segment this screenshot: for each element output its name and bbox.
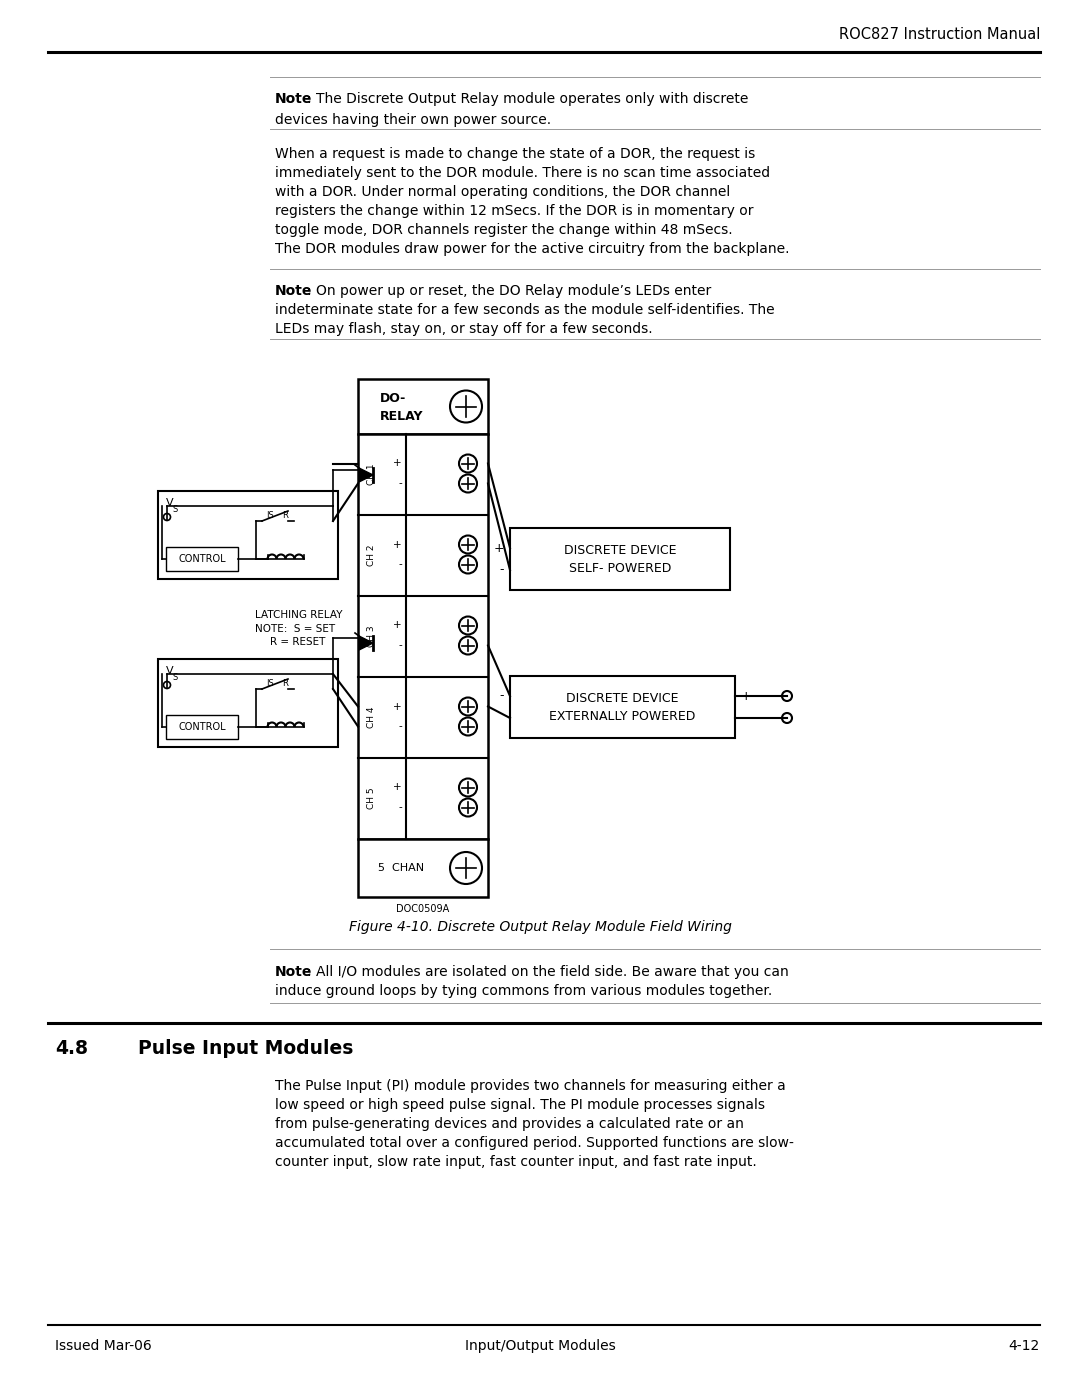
Text: The DOR modules draw power for the active circuitry from the backplane.: The DOR modules draw power for the activ…: [275, 242, 789, 256]
Text: DISCRETE DEVICE: DISCRETE DEVICE: [564, 543, 676, 556]
Text: Figure 4-10. Discrete Output Relay Module Field Wiring: Figure 4-10. Discrete Output Relay Modul…: [349, 921, 731, 935]
Text: RELAY: RELAY: [380, 409, 423, 423]
Text: +: +: [393, 782, 402, 792]
Text: SELF- POWERED: SELF- POWERED: [569, 562, 671, 574]
Text: CH 3: CH 3: [367, 626, 377, 647]
Text: Note: Note: [275, 965, 312, 979]
Text: -: -: [499, 690, 504, 703]
Text: 5  CHAN: 5 CHAN: [378, 863, 424, 873]
Bar: [166, 715, 238, 739]
Bar: [357, 434, 488, 840]
Text: toggle mode, DOR channels register the change within 48 mSecs.: toggle mode, DOR channels register the c…: [275, 224, 732, 237]
Text: 4.8: 4.8: [55, 1039, 87, 1058]
Text: +: +: [393, 458, 402, 468]
Text: : All I/O modules are isolated on the field side. Be aware that you can: : All I/O modules are isolated on the fi…: [307, 965, 788, 979]
Bar: [510, 528, 730, 590]
Text: Note: Note: [275, 284, 312, 298]
Text: NOTE:  S = SET: NOTE: S = SET: [255, 624, 335, 634]
Text: V: V: [166, 666, 174, 676]
Text: -: -: [399, 802, 402, 813]
Text: Input/Output Modules: Input/Output Modules: [464, 1338, 616, 1354]
Text: -: -: [499, 563, 504, 577]
Bar: [357, 840, 488, 897]
Text: +: +: [494, 542, 504, 555]
Text: devices having their own power source.: devices having their own power source.: [275, 113, 551, 127]
Text: Note: Note: [275, 92, 312, 106]
Text: R: R: [282, 679, 288, 687]
Text: ROC827 Instruction Manual: ROC827 Instruction Manual: [839, 27, 1040, 42]
Text: DISCRETE DEVICE: DISCRETE DEVICE: [566, 692, 678, 704]
Text: 4-12: 4-12: [1009, 1338, 1040, 1354]
Text: LATCHING RELAY: LATCHING RELAY: [255, 610, 342, 620]
Text: induce ground loops by tying commons from various modules together.: induce ground loops by tying commons fro…: [275, 983, 772, 997]
Text: CONTROL: CONTROL: [178, 722, 226, 732]
Bar: [158, 659, 338, 747]
Text: -: -: [399, 721, 402, 732]
Text: CH 1: CH 1: [367, 464, 377, 485]
Bar: [158, 490, 338, 578]
Text: CH 2: CH 2: [367, 545, 377, 566]
Text: : On power up or reset, the DO Relay module’s LEDs enter: : On power up or reset, the DO Relay mod…: [307, 284, 712, 298]
Text: immediately sent to the DOR module. There is no scan time associated: immediately sent to the DOR module. Ther…: [275, 166, 770, 180]
Text: Pulse Input Modules: Pulse Input Modules: [138, 1039, 353, 1058]
Bar: [357, 379, 488, 434]
Text: R = RESET: R = RESET: [270, 637, 325, 647]
Text: S: S: [173, 504, 177, 514]
Text: EXTERNALLY POWERED: EXTERNALLY POWERED: [550, 710, 696, 722]
Text: IS: IS: [266, 510, 273, 520]
Text: LEDs may flash, stay on, or stay off for a few seconds.: LEDs may flash, stay on, or stay off for…: [275, 321, 652, 337]
Text: S: S: [173, 672, 177, 682]
Text: -: -: [399, 560, 402, 570]
Text: +: +: [393, 539, 402, 549]
Text: : The Discrete Output Relay module operates only with discrete: : The Discrete Output Relay module opera…: [307, 92, 748, 106]
Polygon shape: [359, 468, 373, 482]
Text: R: R: [282, 510, 288, 520]
Bar: [166, 548, 238, 571]
Text: with a DOR. Under normal operating conditions, the DOR channel: with a DOR. Under normal operating condi…: [275, 184, 730, 198]
Polygon shape: [359, 636, 373, 650]
Text: DO-: DO-: [380, 393, 406, 405]
Text: Issued Mar-06: Issued Mar-06: [55, 1338, 152, 1354]
Text: +: +: [393, 620, 402, 630]
Text: IS: IS: [266, 679, 273, 687]
Text: The Pulse Input (PI) module provides two channels for measuring either a: The Pulse Input (PI) module provides two…: [275, 1078, 786, 1092]
Text: -: -: [399, 479, 402, 489]
Text: CH 5: CH 5: [367, 788, 377, 809]
Text: from pulse-generating devices and provides a calculated rate or an: from pulse-generating devices and provid…: [275, 1118, 744, 1132]
Text: DOC0509A: DOC0509A: [396, 904, 449, 914]
Text: -: -: [399, 640, 402, 651]
Text: -: -: [741, 711, 745, 725]
Text: indeterminate state for a few seconds as the module self-identifies. The: indeterminate state for a few seconds as…: [275, 303, 774, 317]
Text: When a request is made to change the state of a DOR, the request is: When a request is made to change the sta…: [275, 147, 755, 161]
Text: accumulated total over a configured period. Supported functions are slow-: accumulated total over a configured peri…: [275, 1136, 794, 1150]
Text: +: +: [393, 701, 402, 711]
Text: CH 4: CH 4: [367, 707, 377, 728]
Text: V: V: [166, 497, 174, 509]
Text: counter input, slow rate input, fast counter input, and fast rate input.: counter input, slow rate input, fast cou…: [275, 1155, 757, 1169]
Text: registers the change within 12 mSecs. If the DOR is in momentary or: registers the change within 12 mSecs. If…: [275, 204, 754, 218]
Bar: [510, 676, 735, 738]
Text: CONTROL: CONTROL: [178, 555, 226, 564]
Text: +: +: [741, 690, 752, 703]
Text: low speed or high speed pulse signal. The PI module processes signals: low speed or high speed pulse signal. Th…: [275, 1098, 765, 1112]
